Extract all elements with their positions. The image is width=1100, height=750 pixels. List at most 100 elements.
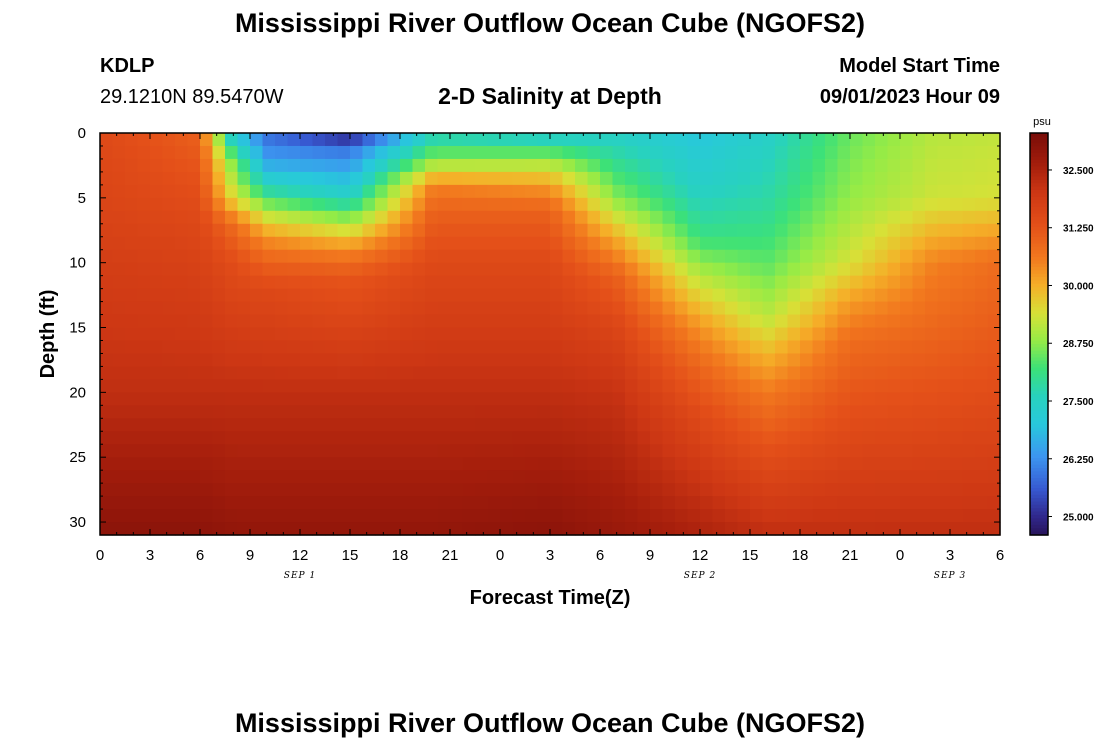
heatmap-cell: [100, 483, 114, 497]
heatmap-cell: [950, 379, 964, 393]
heatmap-cell: [262, 366, 276, 380]
heatmap-cell: [250, 197, 264, 212]
heatmap-cell: [162, 431, 176, 445]
heatmap-cell: [862, 236, 876, 251]
heatmap-cell: [775, 431, 789, 445]
colorbar-segment: [1030, 447, 1048, 452]
heatmap-cell: [487, 275, 501, 290]
heatmap-cell: [937, 496, 951, 510]
heatmap-cell: [962, 158, 976, 173]
heatmap-cells: [100, 133, 1001, 536]
heatmap-cell: [850, 366, 864, 380]
heatmap-cell: [337, 522, 351, 536]
heatmap-cell: [512, 366, 526, 380]
heatmap-cell: [800, 327, 814, 342]
heatmap-cell: [762, 392, 776, 406]
colorbar-segment: [1030, 317, 1048, 322]
heatmap-cell: [112, 483, 126, 497]
heatmap-cell: [587, 509, 601, 523]
heatmap-cell: [925, 262, 939, 277]
heatmap-cell: [712, 275, 726, 290]
heatmap-cell: [375, 522, 389, 536]
colorbar-segment: [1030, 471, 1048, 476]
heatmap-cell: [687, 314, 701, 329]
heatmap-cell: [350, 418, 364, 432]
heatmap-cell: [575, 327, 589, 342]
heatmap-cell: [462, 184, 476, 199]
heatmap-cell: [687, 353, 701, 368]
heatmap-cell: [725, 327, 739, 342]
heatmap-cell: [262, 158, 276, 173]
heatmap-cell: [475, 496, 489, 510]
heatmap-cell: [425, 457, 439, 471]
heatmap-cell: [850, 262, 864, 277]
heatmap-cell: [662, 418, 676, 432]
heatmap-cell: [275, 522, 289, 536]
heatmap-cell: [787, 171, 801, 186]
heatmap-cell: [162, 145, 176, 160]
heatmap-cell: [912, 197, 926, 212]
heatmap-cell: [325, 444, 339, 458]
colorbar-tick-label: 31.250: [1063, 224, 1094, 235]
colorbar-segment: [1030, 518, 1048, 523]
heatmap-cell: [837, 431, 851, 445]
heatmap-cell: [375, 327, 389, 342]
heatmap-cell: [412, 353, 426, 368]
heatmap-cell: [375, 314, 389, 329]
heatmap-cell: [962, 418, 976, 432]
heatmap-cell: [587, 275, 601, 290]
colorbar-segment: [1030, 263, 1048, 268]
heatmap-cell: [750, 496, 764, 510]
heatmap-cell: [225, 158, 239, 173]
heatmap-cell: [200, 288, 214, 303]
heatmap-cell: [850, 444, 864, 458]
heatmap-cell: [637, 171, 651, 186]
heatmap-cell: [162, 249, 176, 264]
heatmap-cell: [350, 133, 364, 147]
heatmap-cell: [725, 275, 739, 290]
heatmap-cell: [100, 275, 114, 290]
heatmap-cell: [200, 509, 214, 523]
heatmap-cell: [687, 184, 701, 199]
heatmap-cell: [850, 470, 864, 484]
heatmap-cell: [512, 133, 526, 147]
x-tick-label: 3: [146, 547, 154, 564]
heatmap-cell: [100, 379, 114, 393]
heatmap-cell: [675, 392, 689, 406]
heatmap-cell: [987, 405, 1001, 419]
heatmap-cell: [225, 275, 239, 290]
heatmap-cell: [375, 249, 389, 264]
heatmap-cell: [375, 184, 389, 199]
heatmap-cell: [212, 210, 226, 225]
heatmap-cell: [112, 405, 126, 419]
heatmap-cell: [675, 353, 689, 368]
heatmap-cell: [450, 275, 464, 290]
heatmap-cell: [662, 327, 676, 342]
heatmap-cell: [425, 366, 439, 380]
heatmap-cell: [812, 133, 826, 147]
heatmap-cell: [737, 133, 751, 147]
heatmap-cell: [937, 288, 951, 303]
heatmap-cell: [100, 522, 114, 536]
heatmap-cell: [637, 184, 651, 199]
heatmap-cell: [862, 483, 876, 497]
heatmap-cell: [975, 223, 989, 238]
heatmap-cell: [662, 366, 676, 380]
heatmap-cell: [675, 496, 689, 510]
heatmap-cell: [837, 353, 851, 368]
heatmap-cell: [125, 392, 139, 406]
heatmap-cell: [687, 301, 701, 316]
heatmap-cell: [387, 314, 401, 329]
heatmap-cell: [100, 340, 114, 355]
heatmap-cell: [500, 223, 514, 238]
heatmap-cell: [362, 418, 376, 432]
heatmap-cell: [937, 145, 951, 160]
heatmap-cell: [837, 444, 851, 458]
heatmap-cell: [375, 457, 389, 471]
heatmap-cell: [725, 431, 739, 445]
heatmap-cell: [162, 340, 176, 355]
heatmap-cell: [725, 496, 739, 510]
heatmap-cell: [800, 496, 814, 510]
heatmap-cell: [262, 197, 276, 212]
heatmap-cell: [200, 249, 214, 264]
